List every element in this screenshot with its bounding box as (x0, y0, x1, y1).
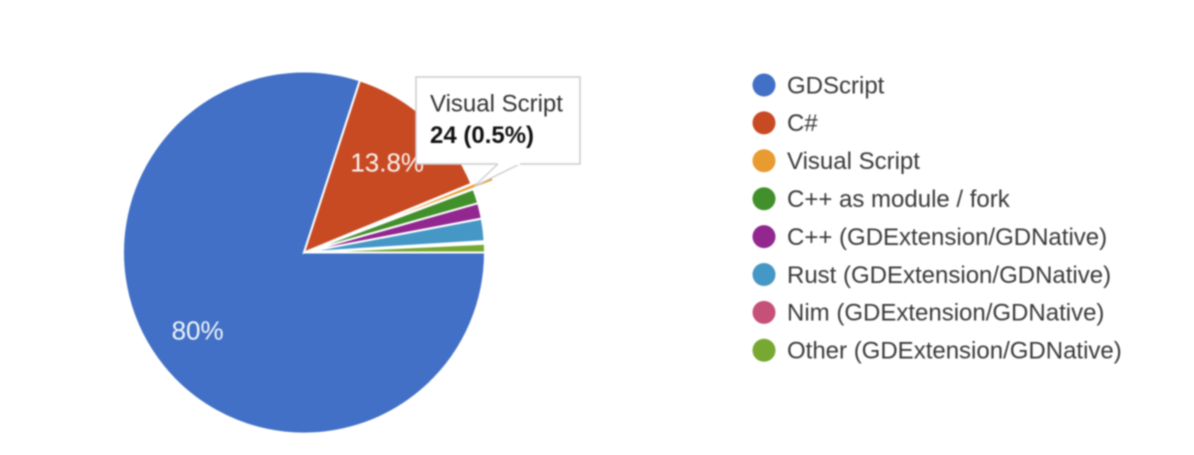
svg-text:C#: C# (787, 110, 818, 137)
svg-text:13.8%: 13.8% (350, 148, 424, 178)
svg-text:C++ (GDExtension/GDNative): C++ (GDExtension/GDNative) (787, 224, 1107, 251)
svg-text:GDScript: GDScript (787, 72, 885, 99)
svg-text:Rust (GDExtension/GDNative): Rust (GDExtension/GDNative) (787, 262, 1111, 289)
svg-text:Visual Script: Visual Script (787, 148, 920, 175)
svg-text:24 (0.5%): 24 (0.5%) (430, 122, 534, 149)
svg-text:C++ as module / fork: C++ as module / fork (787, 186, 1011, 213)
svg-text:80%: 80% (172, 316, 224, 346)
svg-text:Visual Script: Visual Script (430, 91, 563, 118)
svg-text:Nim (GDExtension/GDNative): Nim (GDExtension/GDNative) (787, 300, 1104, 327)
svg-text:Other (GDExtension/GDNative): Other (GDExtension/GDNative) (787, 338, 1122, 365)
